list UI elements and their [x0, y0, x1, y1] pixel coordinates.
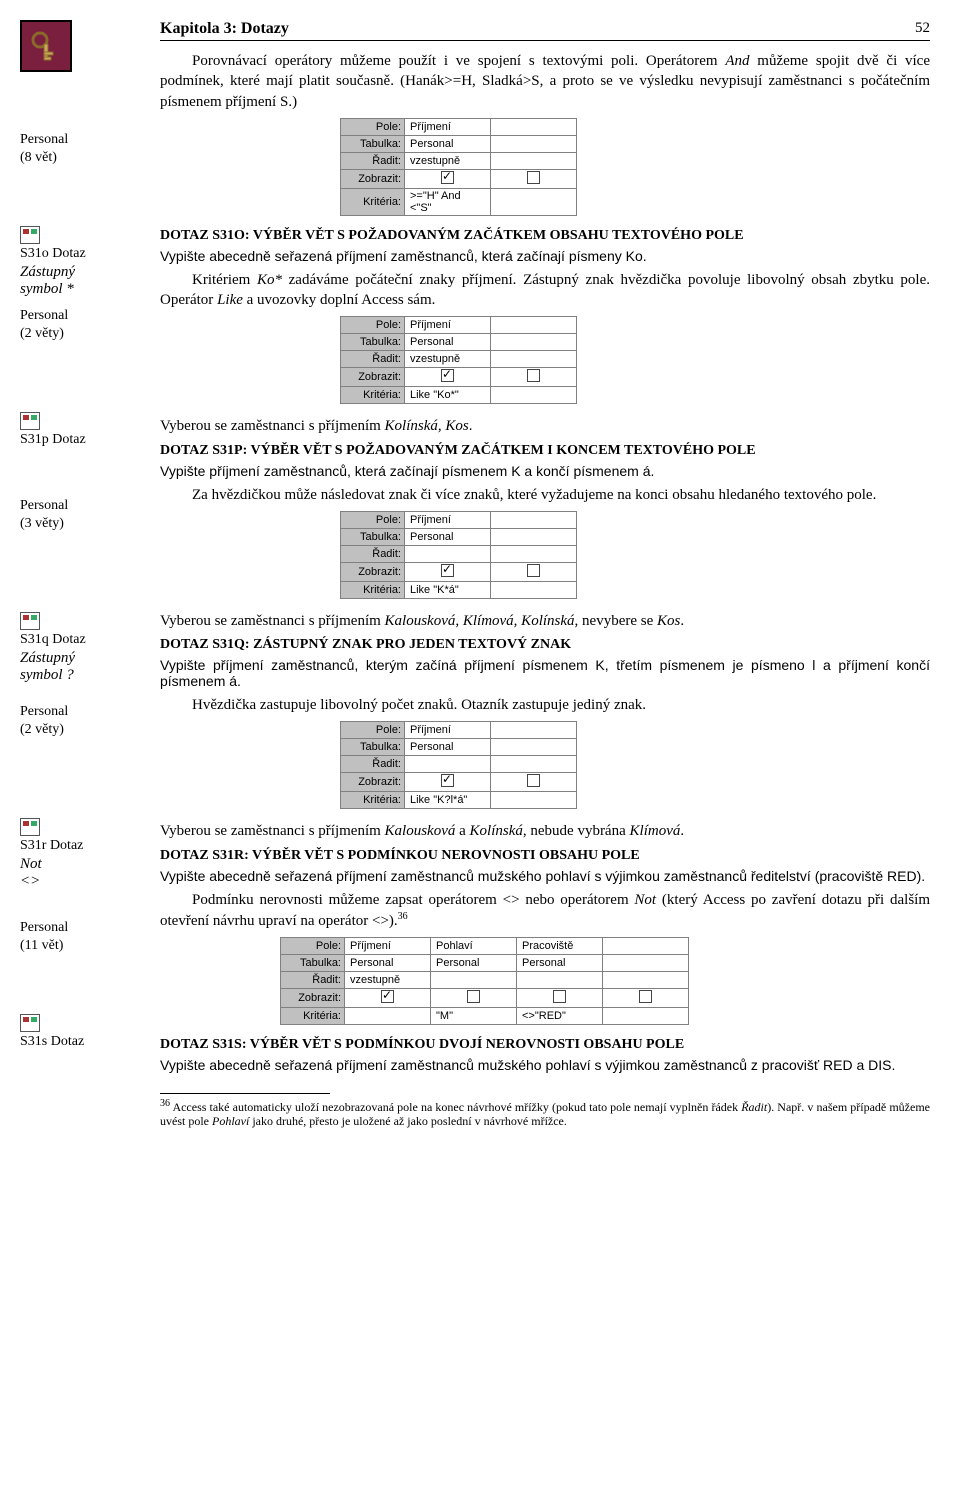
side-note: Not: [20, 856, 150, 873]
section-title-s31q: DOTAZ S31Q: ZÁSTUPNÝ ZNAK PRO JEDEN TEXT…: [160, 637, 930, 653]
footnote-ref: 36: [398, 911, 408, 922]
page-header: Kapitola 3: Dotazy 52: [160, 20, 930, 41]
task-text: Vypište abecedně seřazená příjmení zaměs…: [160, 1057, 930, 1073]
body-paragraph: Za hvězdičkou může následovat znak či ví…: [160, 485, 930, 505]
result-paragraph: Vyberou se zaměstnanci s příjmením Kolín…: [160, 416, 930, 436]
body-paragraph: Podmínku nerovnosti můžeme zapsat operát…: [160, 890, 930, 932]
body-paragraph: Kritériem Ko* zadáváme počáteční znaky p…: [160, 270, 930, 311]
query-icon: [20, 612, 40, 630]
side-note: symbol ?: [20, 667, 150, 684]
query-grid-s31p: Pole:Příjmení Tabulka:Personal Řadit: Zo…: [340, 511, 577, 599]
section-title-s31o: DOTAZ S31O: VÝBĚR VĚT S POŽADOVANÝM ZAČÁ…: [160, 228, 930, 244]
section-title-s31r: DOTAZ S31R: VÝBĚR VĚT S PODMÍNKOU NEROVN…: [160, 848, 930, 864]
query-name: S31r Dotaz: [20, 838, 150, 854]
result-count: (2 věty): [20, 326, 150, 342]
side-note: <>: [20, 873, 150, 890]
query-icon: [20, 1014, 40, 1032]
side-note: Zástupný: [20, 264, 150, 281]
result-count: (11 vět): [20, 938, 150, 954]
footnote-separator: [160, 1093, 330, 1094]
result-paragraph: Vyberou se zaměstnanci s příjmením Kalou…: [160, 611, 930, 631]
query-name: S31s Dotaz: [20, 1034, 150, 1050]
query-grid-intro: Pole:Příjmení Tabulka:Personal Řadit:vze…: [340, 118, 577, 216]
query-name: S31q Dotaz: [20, 632, 150, 648]
task-text: Vypište abecedně seřazená příjmení zaměs…: [160, 868, 930, 884]
result-source: Personal: [20, 704, 150, 720]
section-title-s31s: DOTAZ S31S: VÝBĚR VĚT S PODMÍNKOU DVOJÍ …: [160, 1037, 930, 1053]
body-paragraph: Hvězdička zastupuje libovolný počet znak…: [160, 695, 930, 715]
task-text: Vypište abecedně seřazená příjmení zaměs…: [160, 248, 930, 264]
query-name: S31o Dotaz: [20, 246, 150, 262]
chapter-key-icon: [20, 20, 72, 72]
query-grid-s31q: Pole:Příjmení Tabulka:Personal Řadit: Zo…: [340, 721, 577, 809]
query-grid-s31o: Pole:Příjmení Tabulka:Personal Řadit:vze…: [340, 316, 577, 404]
result-count: (3 věty): [20, 516, 150, 532]
intro-paragraph: Porovnávací operátory můžeme použít i ve…: [160, 51, 930, 112]
result-paragraph: Vyberou se zaměstnanci s příjmením Kalou…: [160, 821, 930, 841]
result-source: Personal: [20, 920, 150, 936]
page-number: 52: [915, 20, 930, 38]
result-count: (8 vět): [20, 150, 150, 166]
footnote-text: 36 Access také automaticky uloží nezobra…: [160, 1098, 930, 1129]
result-source: Personal: [20, 132, 150, 148]
side-note: Zástupný: [20, 650, 150, 667]
query-grid-s31r: Pole:PříjmeníPohlavíPracoviště Tabulka:P…: [280, 937, 689, 1025]
result-count: (2 věty): [20, 722, 150, 738]
query-icon: [20, 226, 40, 244]
side-note: symbol *: [20, 281, 150, 298]
chapter-title: Kapitola 3: Dotazy: [160, 20, 289, 38]
result-source: Personal: [20, 498, 150, 514]
task-text: Vypište příjmení zaměstnanců, kterým zač…: [160, 657, 930, 689]
query-icon: [20, 818, 40, 836]
section-title-s31p: DOTAZ S31P: VÝBĚR VĚT S POŽADOVANÝM ZAČÁ…: [160, 443, 930, 459]
query-name: S31p Dotaz: [20, 432, 150, 448]
result-source: Personal: [20, 308, 150, 324]
query-icon: [20, 412, 40, 430]
task-text: Vypište příjmení zaměstnanců, která začí…: [160, 463, 930, 479]
